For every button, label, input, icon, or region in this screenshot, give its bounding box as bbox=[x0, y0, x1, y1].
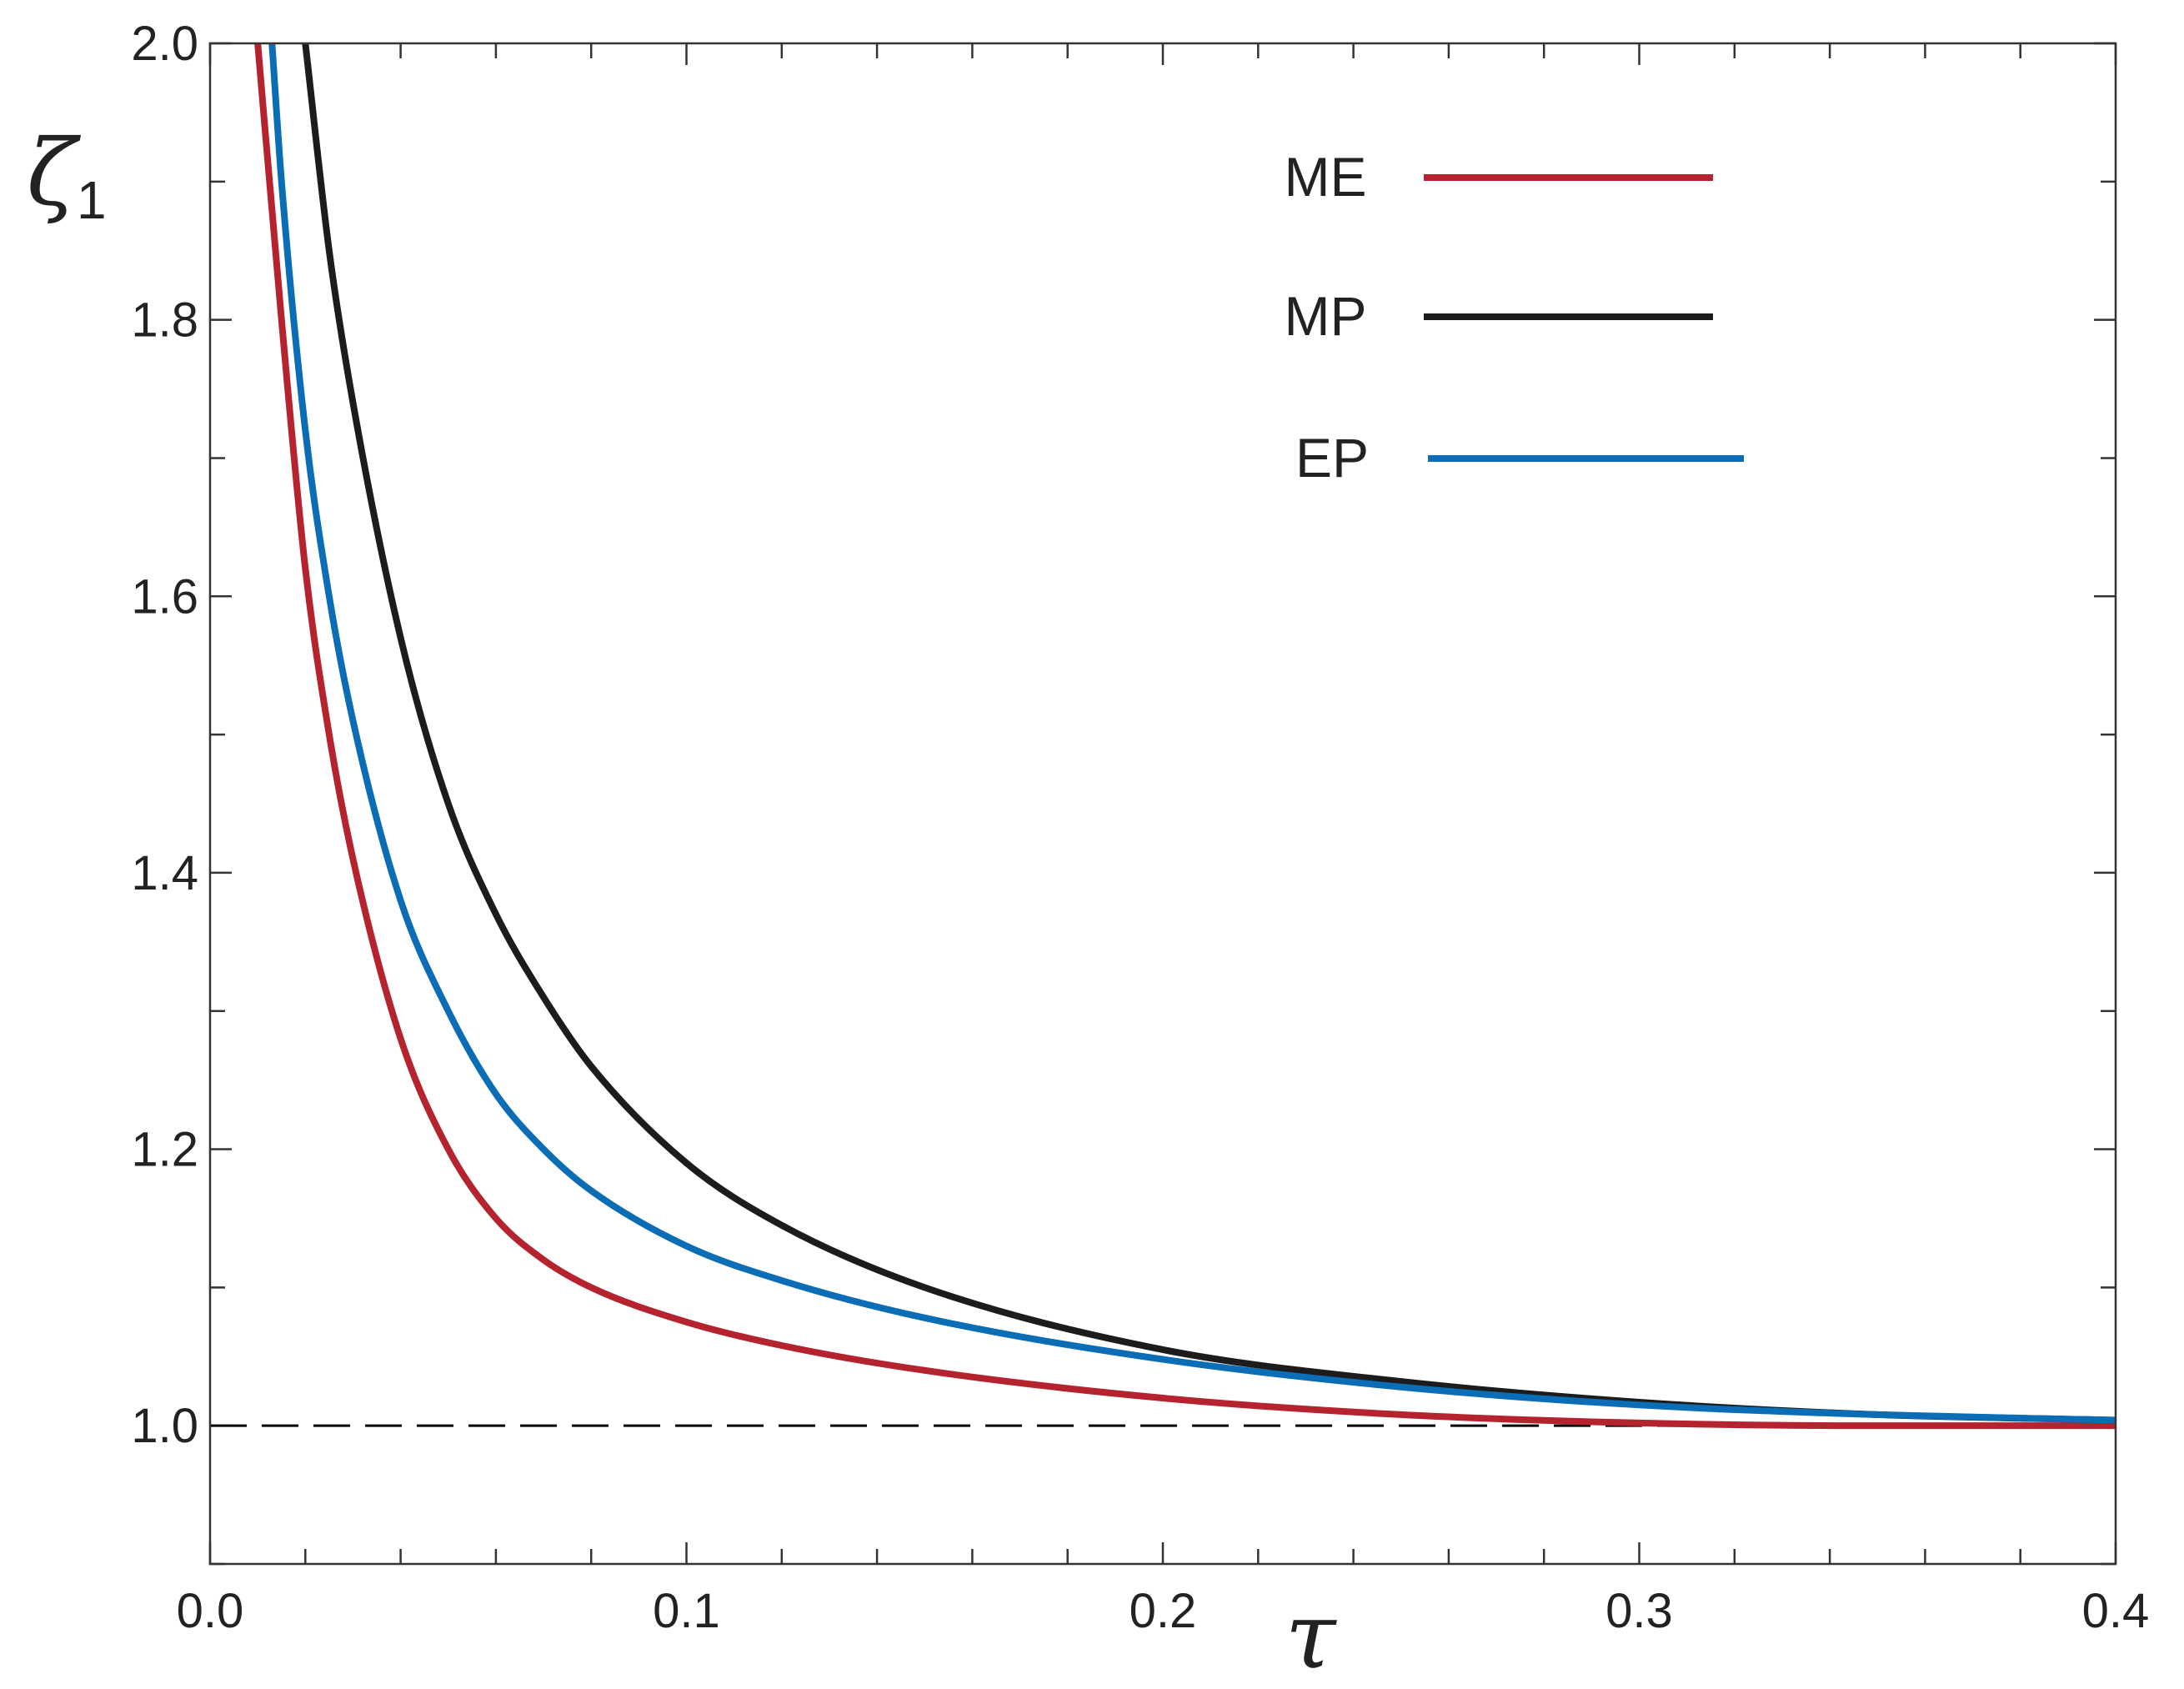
y-tick-label: 1.0 bbox=[131, 1399, 198, 1453]
series-lines bbox=[254, 43, 2116, 1430]
y-tick-label: 1.8 bbox=[131, 293, 198, 348]
plot-frame bbox=[208, 42, 2117, 1566]
y-tick-label: 1.4 bbox=[131, 846, 198, 900]
x-tick-label: 0.1 bbox=[653, 1584, 720, 1638]
ticks bbox=[208, 42, 2117, 1566]
x-tick-label: 0.0 bbox=[177, 1584, 244, 1638]
y-tick-label: 1.6 bbox=[131, 569, 198, 624]
x-tick-label: 0.4 bbox=[2082, 1584, 2150, 1638]
series-line-ep bbox=[268, 43, 2116, 1424]
y-axis-label: ζ 1 bbox=[27, 119, 107, 230]
x-tick-label: 0.3 bbox=[1605, 1584, 1673, 1638]
legend: ME MP EP bbox=[1285, 146, 1744, 489]
x-tick-label: 0.2 bbox=[1130, 1584, 1197, 1638]
legend-label-me: ME bbox=[1285, 146, 1367, 208]
legend-label-ep: EP bbox=[1295, 427, 1369, 489]
y-axis-label-subscript: 1 bbox=[77, 170, 107, 230]
y-axis-label-symbol: ζ bbox=[27, 119, 82, 226]
y-tick-label: 1.2 bbox=[131, 1123, 198, 1177]
series-line-me bbox=[254, 43, 2116, 1430]
tick-labels: 0.0 0.1 0.2 0.3 0.4 1.0 1.2 1.4 1.6 1.8 2.0 bbox=[131, 17, 2149, 1638]
legend-label-mp: MP bbox=[1285, 285, 1367, 347]
x-axis-label: τ bbox=[1285, 1582, 1338, 1689]
y-tick-label: 2.0 bbox=[131, 17, 198, 71]
